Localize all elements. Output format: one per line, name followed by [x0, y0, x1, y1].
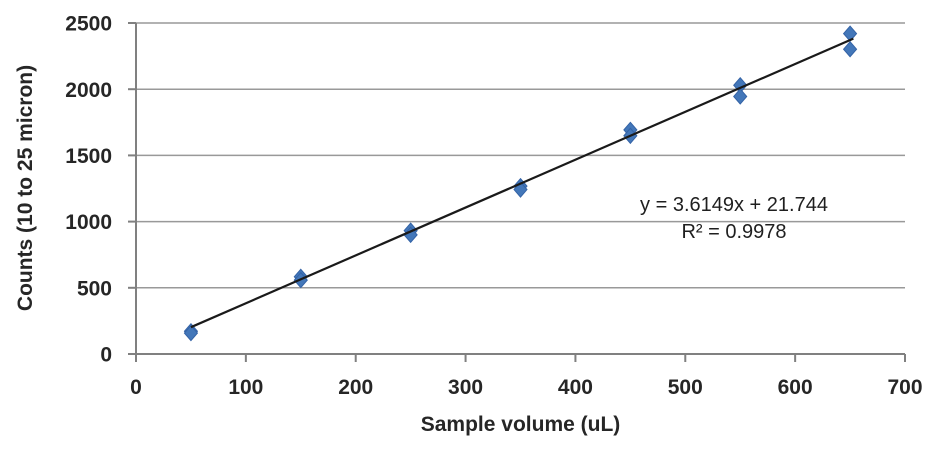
r-squared-label: R² = 0.9978: [681, 221, 787, 243]
trendline: [190, 37, 854, 329]
x-tick-label: 200: [338, 376, 373, 399]
y-tick-label: 1500: [65, 145, 112, 168]
y-tick-label: 1000: [65, 211, 112, 234]
data-point: [513, 181, 528, 198]
y-tick-label: 2500: [65, 13, 112, 36]
data-point: [183, 324, 199, 342]
y-tick-label: 500: [77, 277, 112, 300]
trendline-equation: y = 3.6149x + 21.744: [640, 194, 828, 216]
x-tick-label: 0: [130, 376, 142, 399]
x-tick-label: 400: [558, 376, 593, 399]
y-axis-title: Counts (10 to 25 micron): [14, 64, 37, 312]
x-axis-title: Sample volume (uL): [420, 413, 621, 436]
data-point: [842, 40, 858, 58]
y-tick-label: 0: [100, 344, 112, 367]
x-tick-label: 500: [668, 376, 703, 399]
data-point: [733, 88, 748, 105]
x-tick-label: 300: [448, 376, 483, 399]
trendline-annotation: y = 3.6149x + 21.744 R² = 0.9978: [598, 192, 870, 246]
x-tick-label: 600: [778, 376, 813, 399]
x-tick-label: 100: [228, 376, 263, 399]
y-tick-label: 2000: [65, 79, 112, 102]
x-tick-label: 700: [887, 376, 922, 399]
